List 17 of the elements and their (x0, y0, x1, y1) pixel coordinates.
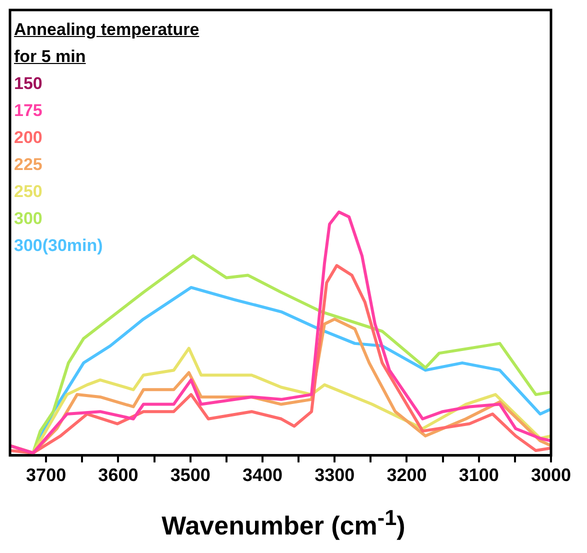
text: 250 (14, 181, 44, 203)
x-tick-label: 3600 (98, 465, 138, 486)
text: 225 (14, 154, 44, 176)
x-axis-title: Wavenumber (cm$^{-1}$) (160, 505, 406, 542)
x-tick-label: 3700 (26, 465, 66, 486)
x-tick-label: 3500 (170, 465, 210, 486)
x-tick-label: 3100 (458, 465, 499, 486)
text: 300(30min) (14, 235, 104, 257)
x-tick-label: 3200 (386, 465, 427, 486)
x-tick-label: 3400 (242, 465, 282, 486)
legend-title: Annealing temperature for 5 min (14, 19, 200, 68)
x-tick-label: 3000 (530, 465, 572, 486)
legend-label: 150 (14, 73, 44, 95)
text: 300 (14, 208, 44, 230)
text: 175 (14, 100, 44, 122)
x-tick-label: 3300 (314, 465, 355, 486)
text: 200 (14, 127, 44, 149)
